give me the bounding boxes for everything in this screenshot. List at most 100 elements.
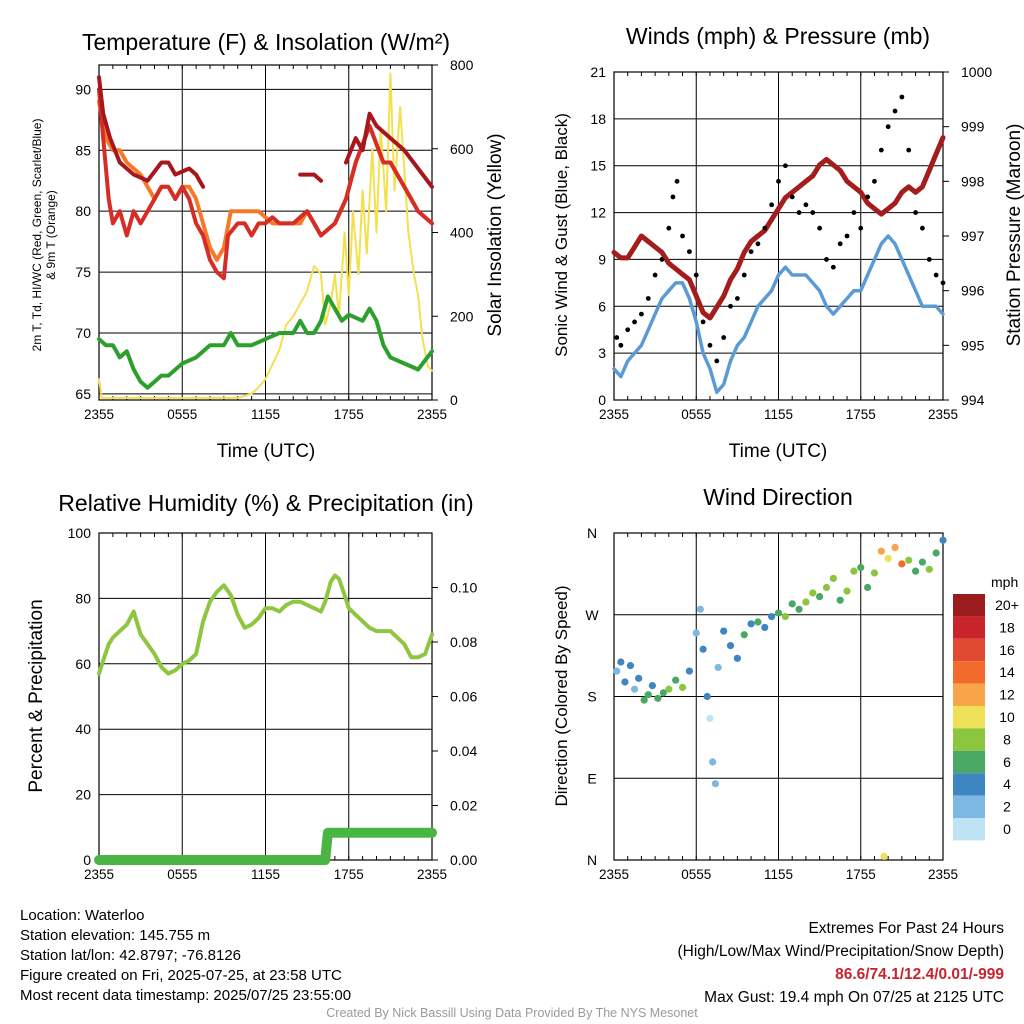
legend-label: 8	[1003, 731, 1011, 747]
x-tick-label: 2355	[417, 407, 447, 422]
direction-point	[740, 631, 748, 639]
series-line-2m-td	[97, 294, 434, 390]
direction-point	[898, 560, 906, 568]
gust-point	[865, 194, 871, 200]
direction-point	[640, 696, 648, 704]
gust-point	[769, 202, 775, 208]
y-tick-label: 0	[598, 392, 606, 408]
created-text: Figure created on Fri, 2025-07-25, at 23…	[20, 967, 342, 984]
plot-frame	[98, 64, 433, 401]
gust-point	[625, 327, 631, 333]
legend-swatch	[953, 661, 985, 684]
direction-point	[905, 556, 913, 564]
right-tick-label: 996	[961, 283, 985, 299]
x-tick-label: 1755	[846, 407, 876, 422]
gust-point	[680, 233, 685, 239]
direction-point	[726, 642, 735, 650]
direction-point	[696, 605, 704, 613]
y-tick-label: N	[587, 525, 597, 541]
y-tick-label: 21	[590, 64, 606, 80]
gust-point	[645, 296, 651, 301]
gust-point	[940, 280, 946, 286]
right-tick-label: 0.00	[450, 852, 477, 868]
gust-point	[721, 335, 727, 340]
y-tick-label: N	[587, 852, 597, 868]
y-tick-label: 90	[75, 81, 91, 97]
legend-label: 0	[1003, 821, 1011, 837]
gust-point	[693, 272, 699, 278]
x-tick-label: 0555	[167, 867, 197, 882]
direction-point	[918, 558, 927, 566]
temperature-left-axis-label: 2m T, Td, HI/WC (Red, Green, Scarlet/Blu…	[30, 119, 44, 352]
legend-label: 12	[999, 687, 1015, 703]
gust-point	[796, 210, 802, 215]
y-tick-label: 40	[75, 721, 91, 737]
rh-panel: Relative Humidity (%) & Precipitation (i…	[26, 490, 477, 882]
right-tick-label: 600	[450, 141, 474, 157]
gust-point	[872, 178, 877, 184]
legend-swatch	[953, 616, 985, 639]
direction-point	[788, 600, 796, 608]
direction-point	[761, 623, 769, 632]
direction-point	[880, 852, 888, 860]
gust-point	[878, 147, 884, 153]
direction-left-axis-label: Direction (Colored By Speed)	[552, 585, 571, 806]
x-tick-label: 2355	[599, 407, 629, 422]
direction-point	[911, 567, 920, 575]
gust-point	[639, 311, 644, 317]
series-line-precipitation	[94, 827, 437, 865]
latlon-text: Station lat/lon: 42.8797; -76.8126	[20, 947, 242, 964]
rh-panel-title: Relative Humidity (%) & Precipitation (i…	[58, 490, 473, 516]
direction-point	[613, 667, 621, 675]
direction-point	[685, 667, 693, 675]
series-line-heat-index	[97, 87, 434, 281]
direction-point	[626, 662, 635, 670]
legend-label: 6	[1003, 754, 1011, 770]
direction-point	[711, 780, 720, 788]
gust-point	[700, 319, 706, 325]
direction-point	[836, 596, 844, 604]
direction-point	[754, 618, 762, 626]
speed-color-legend: mph 20+ 18 16 14 12 10 8 6 4 2 0	[953, 574, 1019, 841]
x-tick-label: 1755	[334, 867, 364, 882]
legend-label: 16	[999, 642, 1015, 658]
gust-point	[892, 108, 898, 114]
gust-point	[652, 272, 658, 278]
x-tick-label: 0555	[167, 407, 197, 422]
y-tick-label: 12	[590, 205, 606, 221]
direction-point	[630, 685, 639, 693]
legend-label: 10	[999, 709, 1015, 725]
right-tick-label: 997	[961, 228, 985, 244]
direction-point	[648, 682, 656, 690]
y-tick-label: 100	[68, 525, 92, 541]
gust-point	[837, 241, 843, 247]
gust-point	[670, 194, 676, 200]
x-tick-label: 0555	[681, 867, 711, 882]
gust-point	[755, 241, 761, 247]
direction-point	[795, 605, 803, 613]
gust-point	[858, 225, 864, 231]
plot-frame	[613, 71, 944, 401]
gust-point	[810, 210, 816, 215]
direction-point	[781, 612, 789, 621]
right-tick-label: 0.08	[450, 634, 477, 650]
y-tick-label: 18	[590, 111, 606, 127]
legend-swatch	[953, 594, 985, 617]
gust-point	[803, 202, 809, 208]
x-tick-label: 1155	[251, 867, 280, 882]
y-tick-label: 9	[598, 251, 606, 267]
gust-point	[707, 342, 713, 348]
direction-point	[678, 683, 687, 692]
gust-point	[933, 272, 939, 278]
direction-point	[617, 658, 625, 666]
legend-title: mph	[991, 574, 1018, 590]
wind-x-axis-label: Time (UTC)	[729, 441, 828, 462]
legend-label: 20+	[995, 597, 1019, 613]
right-tick-label: 400	[450, 225, 474, 241]
direction-point	[774, 609, 783, 617]
elevation-text: Station elevation: 145.755 m	[20, 927, 211, 944]
legend-label: 14	[999, 664, 1015, 680]
x-tick-label: 1755	[334, 407, 364, 422]
y-tick-label: 70	[75, 325, 91, 341]
